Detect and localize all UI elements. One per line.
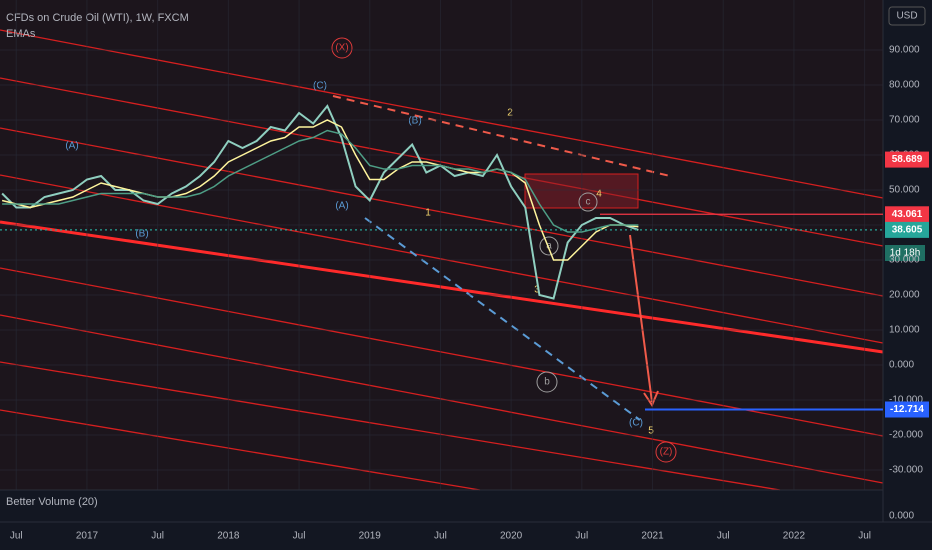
wave-circle xyxy=(536,371,558,393)
wave-circle xyxy=(331,37,353,59)
x-tick-label: 2021 xyxy=(641,531,664,542)
wave-label: 2 xyxy=(507,108,513,119)
indicator-label: EMAs xyxy=(6,28,36,40)
wave-label: (B) xyxy=(408,116,421,127)
channel-lines xyxy=(0,29,884,491)
volume-label: Better Volume (20) xyxy=(6,496,98,508)
y-tick-label: -30.000 xyxy=(889,465,923,476)
x-tick-label: Jul xyxy=(151,531,164,542)
y-tick-label: 30.000 xyxy=(889,255,920,266)
wave-label: (Z) xyxy=(660,447,673,458)
countdown: 1d 18h xyxy=(890,248,921,259)
price-line xyxy=(1,119,639,261)
currency: USD xyxy=(896,11,917,22)
wave-label: b xyxy=(544,377,550,388)
price-label-bg xyxy=(885,401,929,418)
price-label: -12.714 xyxy=(890,404,924,415)
wave-label: (C) xyxy=(629,418,643,429)
x-tick-label: 2022 xyxy=(783,531,806,542)
volume-tick: 0.000 xyxy=(889,511,914,522)
wave-label: 1 xyxy=(425,208,431,219)
x-tick-label: Jul xyxy=(575,531,588,542)
x-tick-label: Jul xyxy=(858,531,871,542)
chart-title: CFDs on Crude Oil (WTI), 1W, FXCM xyxy=(6,12,189,24)
x-tick-label: 2017 xyxy=(76,531,99,542)
wave-label: c xyxy=(586,197,591,208)
wave-label: 5 xyxy=(648,426,654,437)
y-tick-label: 70.000 xyxy=(889,115,920,126)
wave-label: (X) xyxy=(335,43,348,54)
x-tick-label: Jul xyxy=(293,531,306,542)
wave-label: (B) xyxy=(135,229,148,240)
dashed-support xyxy=(364,217,641,421)
x-tick-label: 2019 xyxy=(359,531,382,542)
price-label: 58.689 xyxy=(892,154,923,165)
y-tick-label: -10.000 xyxy=(889,395,923,406)
wave-label: (A) xyxy=(65,141,78,152)
countdown-bg xyxy=(885,245,925,261)
currency-box xyxy=(888,6,926,26)
wave-label: (A) xyxy=(335,201,348,212)
wave-circle xyxy=(655,441,677,463)
y-tick-label: 90.000 xyxy=(889,45,920,56)
wave-label: (C) xyxy=(313,81,327,92)
wave-label: a xyxy=(546,241,552,252)
price-label-bg xyxy=(885,151,929,168)
x-tick-label: Jul xyxy=(10,531,23,542)
price-line xyxy=(1,104,639,300)
wave-circle xyxy=(578,192,598,212)
price-line xyxy=(2,129,639,233)
price-label-bg xyxy=(885,206,929,223)
wave-circle xyxy=(539,236,559,256)
price-label-bg xyxy=(885,221,929,238)
price-label: 43.061 xyxy=(892,209,923,220)
arrow-head xyxy=(643,390,659,408)
y-tick-label: 20.000 xyxy=(889,290,920,301)
wave-label: 4 xyxy=(596,189,602,200)
x-tick-label: Jul xyxy=(717,531,730,542)
price-label: 38.605 xyxy=(892,225,923,236)
plot-bg xyxy=(0,0,883,490)
wave-labels: (X) (C) (B) 2 (A) (B) (A) 1 4 c a 3 b (C… xyxy=(65,37,677,463)
x-tick-label: 2018 xyxy=(217,531,240,542)
y-tick-label: 0.000 xyxy=(889,360,914,371)
y-tick-label: 50.000 xyxy=(889,185,920,196)
x-tick-label: 2020 xyxy=(500,531,523,542)
y-tick-label: -20.000 xyxy=(889,430,923,441)
x-tick-label: Jul xyxy=(434,531,447,542)
y-tick-label: 80.000 xyxy=(889,80,920,91)
dashed-resistance xyxy=(332,95,671,177)
arrow xyxy=(629,234,653,403)
wave-label: 3 xyxy=(534,285,540,296)
y-tick-label: 10.000 xyxy=(889,325,920,336)
